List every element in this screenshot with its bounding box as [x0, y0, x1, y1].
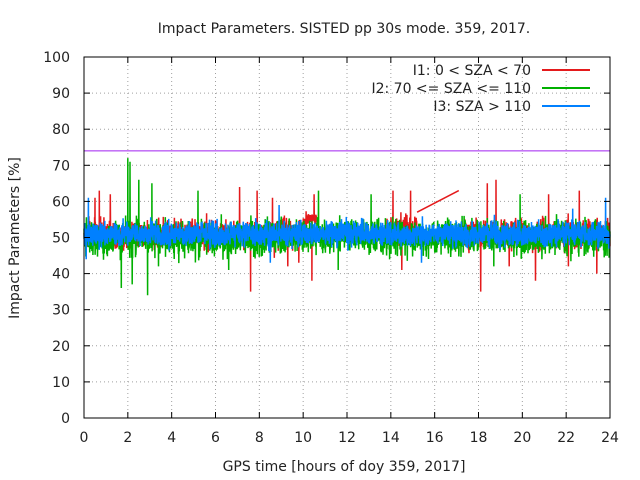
legend-label: I2: 70 <= SZA <= 110 — [371, 81, 531, 97]
y-tick-label: 10 — [52, 375, 70, 391]
y-tick-label: 80 — [52, 122, 70, 138]
x-tick-label: 16 — [426, 430, 444, 446]
y-tick-label: 100 — [43, 50, 70, 66]
y-tick-label: 50 — [52, 231, 70, 247]
y-tick-label: 30 — [52, 303, 70, 319]
series-3 — [83, 197, 611, 263]
series-line — [83, 197, 611, 263]
legend-label: I1: 0 < SZA < 70 — [413, 63, 531, 79]
y-tick-label: 40 — [52, 267, 70, 283]
series-line — [416, 189, 460, 213]
chart-title: Impact Parameters. SISTED pp 30s mode. 3… — [158, 21, 531, 37]
x-tick-label: 14 — [382, 430, 400, 446]
x-tick-label: 8 — [255, 430, 264, 446]
x-tick-label: 6 — [211, 430, 220, 446]
x-axis-label: GPS time [hours of doy 359, 2017] — [223, 459, 466, 475]
x-tick-label: 18 — [470, 430, 488, 446]
x-tick-label: 4 — [167, 430, 176, 446]
x-tick-label: 0 — [80, 430, 89, 446]
y-tick-label: 60 — [52, 194, 70, 210]
y-tick-label: 70 — [52, 158, 70, 174]
x-tick-label: 10 — [294, 430, 312, 446]
series-layer — [83, 158, 611, 296]
x-tick-label: 24 — [601, 430, 619, 446]
x-tick-label: 22 — [557, 430, 575, 446]
y-tick-label: 90 — [52, 86, 70, 102]
legend: I1: 0 < SZA < 70 I2: 70 <= SZA <= 110 I3: … — [371, 63, 590, 115]
x-tick-label: 12 — [338, 430, 356, 446]
y-tick-label: 20 — [52, 339, 70, 355]
y-axis-label: Impact Parameters [%] — [7, 157, 23, 319]
x-tick-label: 2 — [123, 430, 132, 446]
y-tick-label: 0 — [61, 411, 70, 427]
legend-label: I3: SZA > 110 — [433, 99, 531, 115]
x-tick-label: 20 — [513, 430, 531, 446]
